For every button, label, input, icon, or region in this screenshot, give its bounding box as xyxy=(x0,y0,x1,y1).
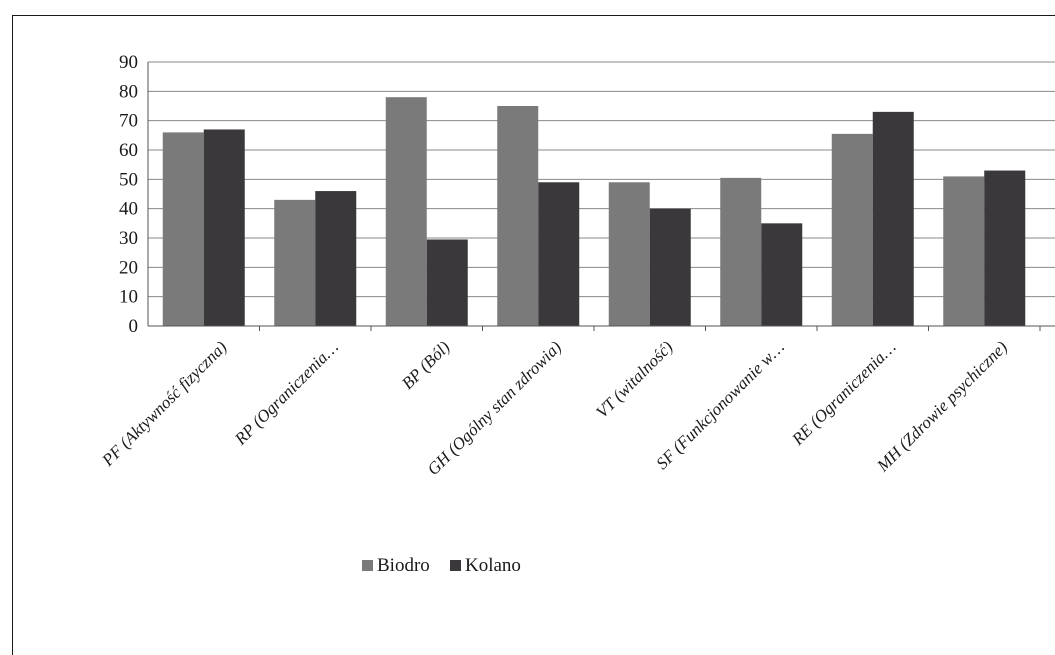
bar-kolano-5 xyxy=(761,223,803,326)
y-tick-label-40: 40 xyxy=(119,199,138,220)
bar-biodro-6 xyxy=(831,133,873,326)
bar-chart: 0 10 20 30 40 50 60 70 80 90 PF (Aktywność fizyczn… xyxy=(98,52,1055,576)
bar-biodro-0 xyxy=(162,132,204,326)
y-tick-label-30: 30 xyxy=(119,228,138,249)
y-tick-label-20: 20 xyxy=(119,257,138,278)
y-tick-label-80: 80 xyxy=(119,81,138,102)
bar-biodro-4 xyxy=(608,182,650,326)
x-tick-label-5: SF (Funkcjonowanie w… xyxy=(652,337,788,473)
bar-biodro-2 xyxy=(385,97,427,326)
y-tick-label-60: 60 xyxy=(119,140,138,161)
legend-swatch-kolano xyxy=(450,560,461,571)
legend-swatch-biodro xyxy=(362,560,373,571)
bar-kolano-7 xyxy=(984,170,1026,326)
legend-label-biodro: Biodro xyxy=(377,555,430,576)
x-tick-label-2: BP (Ból) xyxy=(398,337,454,393)
legend-label-kolano: Kolano xyxy=(465,555,521,576)
y-tick-label-90: 90 xyxy=(119,52,138,73)
bar-kolano-3 xyxy=(538,182,580,326)
bar-kolano-1 xyxy=(315,191,357,326)
bar-biodro-1 xyxy=(274,199,316,326)
chart-frame xyxy=(12,15,1055,655)
y-tick-label-10: 10 xyxy=(119,287,138,308)
y-tick-label-50: 50 xyxy=(119,169,138,190)
bar-kolano-4 xyxy=(649,208,691,326)
bar-kolano-6 xyxy=(872,111,914,326)
bar-kolano-2 xyxy=(426,239,468,326)
bar-biodro-3 xyxy=(497,106,539,326)
bar-biodro-5 xyxy=(720,177,762,326)
x-tick-label-7: MH (Zdrowie psychiczne) xyxy=(873,337,1012,476)
x-tick-label-6: RE (Ograniczenia… xyxy=(788,337,900,449)
bar-biodro-7 xyxy=(943,176,985,326)
x-tick-label-0: PF (Aktywność fizyczna) xyxy=(98,337,231,470)
y-tick-label-70: 70 xyxy=(119,111,138,132)
y-tick-label-0: 0 xyxy=(129,316,139,337)
x-tick-label-1: RP (Ograniczenia… xyxy=(230,337,342,449)
bar-kolano-0 xyxy=(203,129,245,326)
x-tick-label-4: VT (witalność) xyxy=(592,337,677,422)
